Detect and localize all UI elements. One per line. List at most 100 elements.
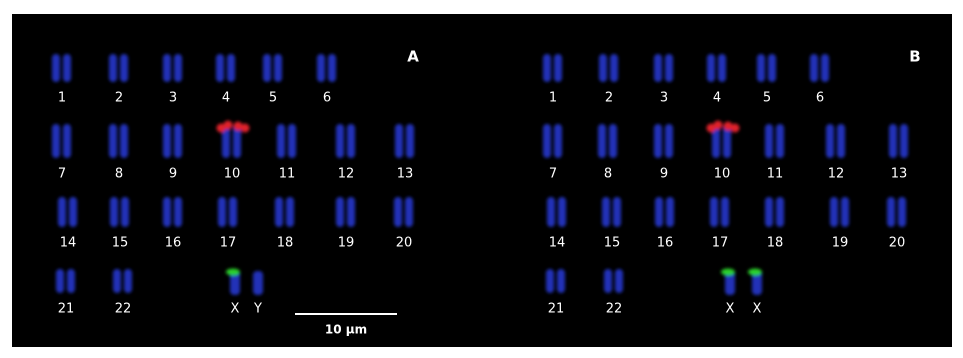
- fish-signal-green: [721, 269, 735, 276]
- chromosome: [405, 197, 413, 227]
- chromosome-label: 9: [660, 167, 668, 182]
- chromosome: [602, 197, 610, 227]
- chromosome-label: 4: [713, 91, 721, 106]
- chromosome: [288, 124, 296, 158]
- chromosome: [336, 197, 344, 227]
- chromosome: [898, 197, 906, 227]
- chromosome-label: 19: [338, 236, 355, 251]
- chromosome: [110, 197, 118, 227]
- chromosome: [395, 124, 403, 158]
- chromosome: [163, 124, 171, 158]
- chromosome: [718, 54, 726, 82]
- chromosome: [610, 54, 618, 82]
- chromosome-label: 5: [763, 91, 771, 106]
- chromosome-label: 7: [58, 167, 66, 182]
- chromosome: [52, 124, 60, 158]
- chromosome-label: 12: [828, 167, 845, 182]
- chromosome-label: X: [231, 302, 240, 317]
- chromosome-label: 5: [269, 91, 277, 106]
- chromosome: [275, 197, 283, 227]
- chromosome: [286, 197, 294, 227]
- chromosome: [229, 197, 237, 227]
- fish-signal-red: [731, 124, 740, 133]
- chromosome-label: 16: [165, 236, 182, 251]
- chromosome: [558, 197, 566, 227]
- chromosome-label: 18: [767, 236, 784, 251]
- chromosome-label: 21: [58, 302, 75, 317]
- chromosome-label: 21: [548, 302, 565, 317]
- chromosome: [58, 197, 66, 227]
- chromosome-label: 15: [604, 236, 621, 251]
- chromosome: [599, 54, 607, 82]
- chromosome-pair: [253, 271, 263, 295]
- chromosome: [710, 197, 718, 227]
- chromosome-label: 14: [549, 236, 566, 251]
- chromosome: [394, 197, 402, 227]
- chromosome: [317, 54, 325, 82]
- chromosome: [665, 124, 673, 158]
- fish-signal-green: [226, 269, 240, 276]
- chromosome: [109, 124, 117, 158]
- chromosome-label: 3: [660, 91, 668, 106]
- chromosome: [253, 271, 263, 295]
- chromosome: [554, 54, 562, 82]
- chromosome-label: 18: [277, 236, 294, 251]
- chromosome: [63, 54, 71, 82]
- chromosome: [347, 197, 355, 227]
- chromosome: [109, 54, 117, 82]
- chromosome: [113, 269, 121, 293]
- chromosome-label: 1: [549, 91, 557, 106]
- chromosome: [328, 54, 336, 82]
- chromosome: [543, 54, 551, 82]
- chromosome: [56, 269, 64, 293]
- chromosome: [837, 124, 845, 158]
- fish-signal-green: [748, 269, 762, 276]
- panel-label: B: [909, 48, 920, 66]
- chromosome-label: 13: [397, 167, 414, 182]
- chromosome-label: 8: [604, 167, 612, 182]
- chromosome-label: 20: [396, 236, 413, 251]
- chromosome-label: 1: [58, 91, 66, 106]
- chromosome: [810, 54, 818, 82]
- chromosome-label: 3: [169, 91, 177, 106]
- chromosome: [776, 124, 784, 158]
- chromosome-label: 10: [714, 167, 731, 182]
- fish-signal-red: [224, 121, 233, 130]
- chromosome: [654, 124, 662, 158]
- chromosome: [227, 54, 235, 82]
- chromosome-label: 2: [605, 91, 613, 106]
- chromosome-label: 20: [889, 236, 906, 251]
- chromosome: [707, 54, 715, 82]
- chromosome: [406, 124, 414, 158]
- chromosome: [826, 124, 834, 158]
- chromosome: [547, 197, 555, 227]
- chromosome-label: 11: [767, 167, 784, 182]
- chromosome: [821, 54, 829, 82]
- chromosome: [336, 124, 344, 158]
- chromosome: [52, 54, 60, 82]
- chromosome: [609, 124, 617, 158]
- chromosome: [174, 124, 182, 158]
- karyotype-figure: A12345678910111213141516171819202122XYB1…: [0, 0, 963, 358]
- chromosome: [900, 124, 908, 158]
- chromosome: [887, 197, 895, 227]
- chromosome: [889, 124, 897, 158]
- chromosome: [654, 54, 662, 82]
- chromosome: [546, 269, 554, 293]
- fish-signal-red: [241, 124, 250, 133]
- chromosome: [174, 54, 182, 82]
- fish-signal-red: [714, 121, 723, 130]
- chromosome: [598, 124, 606, 158]
- chromosome-label: 6: [816, 91, 824, 106]
- chromosome: [665, 54, 673, 82]
- chromosome: [163, 197, 171, 227]
- chromosome: [721, 197, 729, 227]
- chromosome: [543, 124, 551, 158]
- chromosome-label: Y: [253, 302, 262, 317]
- chromosome-label: 10: [224, 167, 241, 182]
- chromosome-label: 9: [169, 167, 177, 182]
- chromosome: [218, 197, 226, 227]
- chromosome: [163, 54, 171, 82]
- chromosome: [557, 269, 565, 293]
- chromosome: [615, 269, 623, 293]
